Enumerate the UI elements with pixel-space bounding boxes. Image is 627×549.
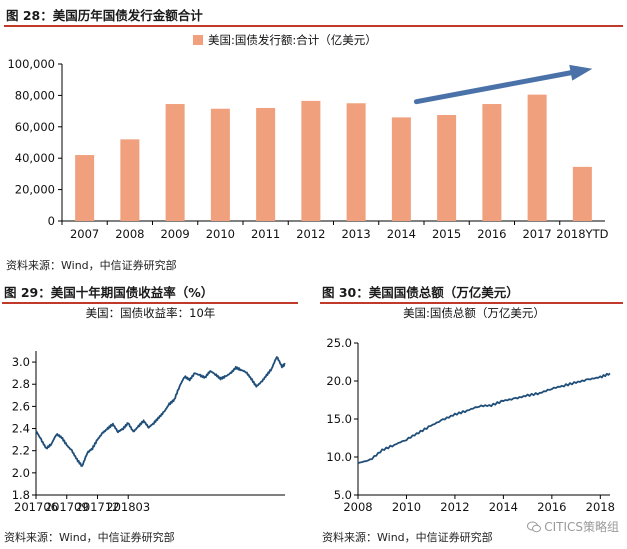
fig28-x-tick-label: 2011 (251, 227, 280, 241)
fig29-y-tick-label: 2.6 (12, 399, 30, 413)
watermark-text: CITICS策略组 (544, 520, 619, 534)
fig28-bar (346, 103, 366, 221)
fig28-y-tick-label: 20,000 (15, 183, 55, 197)
fig29-line-chart: 1.8 2.0 2.2 2.4 2.6 2.8 3.0 2017062017092017122… (12, 306, 286, 514)
fig28-x-tick-label: 2009 (160, 227, 189, 241)
fig28-source: 资料来源：Wind，中信证券研究部 (6, 259, 177, 272)
fig30-x-tick-label: 2010 (392, 500, 421, 514)
fig29-y-tick-label: 2.8 (12, 377, 30, 391)
fig30-chart-title: 美国:国债总额（万亿美元） (403, 306, 545, 320)
fig28-bar (301, 100, 321, 221)
fig30-x-tick-label: 2012 (440, 500, 469, 514)
fig29-x-tick-label: 201803 (106, 500, 150, 514)
fig28-x-tick-label: 2010 (206, 227, 235, 241)
fig30-y-tick-label: 20.0 (326, 374, 352, 388)
fig28-bar (482, 104, 502, 221)
fig28-x-tick-label: 2008 (115, 227, 144, 241)
fig28-title: 图 28：美国历年国债发行金额合计 (6, 8, 203, 23)
fig28-bar-chart: 0 20,000 40,000 60,000 80,000 100,000 2007 2008… (7, 33, 608, 241)
fig29-title: 图 29：美国十年期国债收益率（%） (4, 285, 214, 300)
fig28-bar (527, 94, 547, 221)
fig30-line-chart: 5.0 10.0 15.0 20.0 25.0 2008 2010 2012 2014 2016 2… (326, 306, 615, 514)
fig30-x-tick-label: 2016 (537, 500, 566, 514)
wechat-icon (527, 521, 542, 532)
fig28-bar (256, 107, 276, 221)
fig30-y-tick-label: 5.0 (334, 488, 352, 502)
fig28-trend-arrow-shaft (413, 70, 574, 105)
fig29-y-tick-label: 2.0 (12, 466, 30, 480)
fig29-y-tick-label: 2.4 (12, 422, 30, 436)
fig30-title: 图 30：美国国债总额（万亿美元） (322, 285, 519, 300)
fig28-bar (391, 117, 411, 221)
fig30-x-tick-label: 2018 (586, 500, 615, 514)
fig30-source: 资料来源：Wind，中信证券研究部 (322, 531, 493, 544)
fig28-y-tick-label: 100,000 (7, 57, 55, 71)
fig28-title-rule (4, 25, 623, 27)
fig28-trend-arrow-head (569, 64, 593, 81)
fig29-source: 资料来源：Wind，中信证券研究部 (4, 531, 175, 544)
fig28-bar (437, 115, 457, 221)
fig28-bar (75, 155, 95, 221)
fig30-series-line (357, 372, 611, 464)
fig28-x-tick-label: 2012 (296, 227, 325, 241)
fig28-x-tick-label: 2015 (432, 227, 461, 241)
fig30-title-rule (320, 302, 623, 304)
fig29-title-rule (2, 302, 298, 304)
fig28-legend-swatch (193, 35, 203, 45)
fig28-x-tick-label: 2013 (341, 227, 370, 241)
fig28-bar (165, 104, 185, 221)
fig30-x-tick-label: 2014 (489, 500, 518, 514)
fig28-y-tick-label: 80,000 (15, 88, 55, 102)
fig29-chart-title: 美国：国债收益率：10年 (86, 306, 216, 320)
fig29-y-tick-label: 3.0 (12, 355, 30, 369)
fig29-y-tick-label: 2.2 (12, 444, 30, 458)
fig28-x-tick-label: 2016 (477, 227, 506, 241)
fig30-y-tick-label: 10.0 (326, 450, 352, 464)
fig29-x-tick-label: 201712 (76, 500, 120, 514)
fig29-y-tick-label: 1.8 (12, 488, 30, 502)
fig28-x-tick-label: 2007 (70, 227, 99, 241)
fig28-x-tick-label: 2014 (387, 227, 416, 241)
fig28-x-tick-label: 2017 (522, 227, 551, 241)
fig28-bar (120, 139, 140, 221)
fig30-y-tick-label: 25.0 (326, 336, 352, 350)
fig28-bar (572, 166, 592, 221)
fig28-bar (210, 108, 230, 221)
watermark: CITICS策略组 (527, 518, 619, 535)
fig29-x-tick-label: 201709 (45, 500, 89, 514)
fig28-x-tick-label: 2018YTD (556, 227, 608, 241)
fig30-y-tick-label: 15.0 (326, 412, 352, 426)
fig28-y-tick-label: 60,000 (15, 120, 55, 134)
fig30-x-tick-label: 2008 (343, 500, 372, 514)
fig28-y-tick-label: 0 (48, 214, 55, 228)
fig28-y-tick-label: 40,000 (15, 151, 55, 165)
fig29-series-line (35, 356, 286, 467)
fig28-legend-label: 美国:国债发行额:合计（亿美元） (208, 33, 377, 47)
fig29-x-tick-label: 201706 (14, 500, 58, 514)
